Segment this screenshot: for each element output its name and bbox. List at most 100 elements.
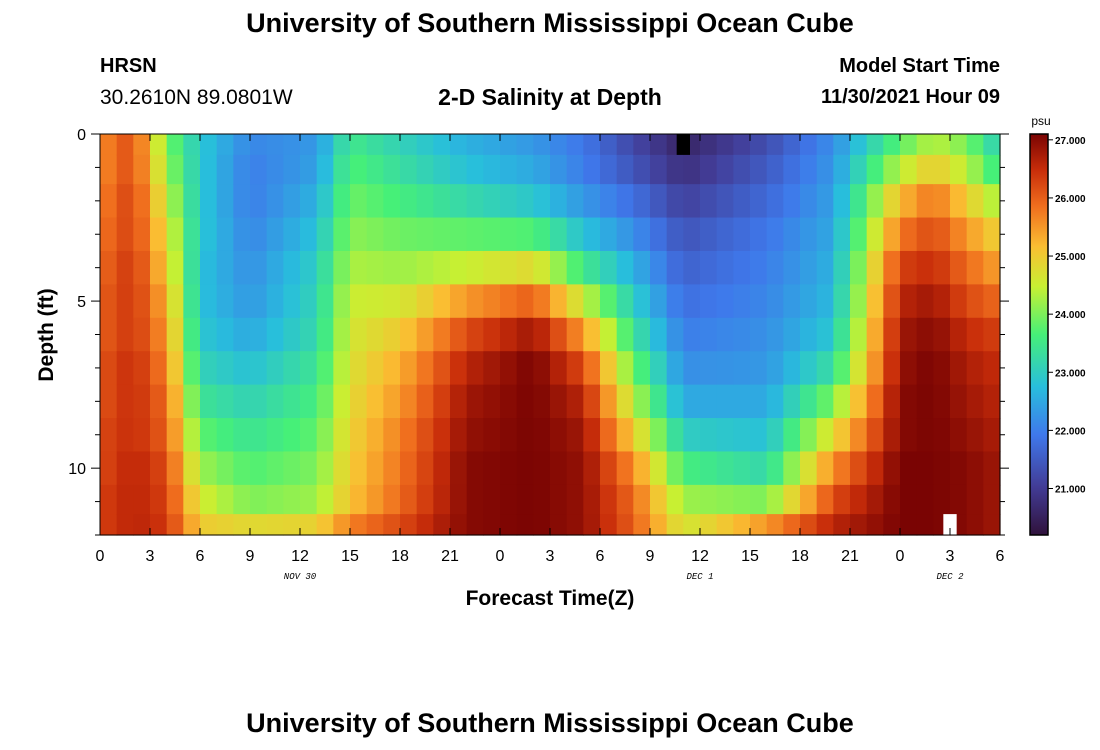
x-tick-label: 3	[546, 548, 555, 565]
x-tick-label: 6	[596, 548, 605, 565]
heatmap-missing-cell	[676, 134, 690, 155]
heatmap-cell	[750, 384, 768, 419]
heatmap-cell	[600, 217, 618, 252]
heatmap-cell	[466, 418, 484, 453]
heatmap-cell	[916, 184, 934, 219]
x-tick-label: 21	[841, 548, 859, 565]
heatmap-cell	[966, 514, 984, 536]
heatmap-cell	[500, 250, 518, 285]
heatmap-cell	[500, 217, 518, 252]
heatmap-cell	[316, 351, 334, 386]
heatmap-cell	[833, 384, 851, 419]
heatmap-cell	[250, 217, 268, 252]
heatmap-cell	[583, 317, 601, 352]
heatmap-cell	[816, 317, 834, 352]
heatmap-cell	[866, 384, 884, 419]
heatmap-cell	[483, 514, 501, 536]
heatmap-cell	[916, 451, 934, 486]
heatmap-cell	[400, 250, 418, 285]
heatmap-cell	[316, 317, 334, 352]
station-coordinates: 30.2610N 89.0801W	[100, 86, 293, 109]
heatmap-cell	[250, 418, 268, 453]
heatmap-cell	[900, 134, 918, 156]
colorbar-ticks: 21.000 22.000 23.000 24.000 25.000 26.000 27.0…	[1048, 136, 1086, 496]
heatmap-cell	[800, 484, 818, 515]
heatmap-cell	[150, 250, 168, 285]
heatmap-cell	[333, 514, 351, 536]
heatmap-cell	[566, 134, 584, 156]
heatmap-cell	[416, 134, 434, 156]
heatmap-cell	[633, 384, 651, 419]
heatmap-cell	[250, 284, 268, 319]
heatmap-cell	[516, 514, 534, 536]
heatmap-cell	[666, 317, 684, 352]
heatmap-cell	[416, 514, 434, 536]
heatmap-cell	[866, 451, 884, 486]
heatmap-cell	[150, 514, 168, 536]
heatmap-cell	[350, 451, 368, 486]
heatmap-cell	[283, 351, 301, 386]
heatmap-cell	[166, 451, 184, 486]
heatmap-cell	[166, 134, 184, 156]
heatmap-cell	[116, 154, 134, 185]
heatmap-cell	[800, 154, 818, 185]
heatmap-cell	[583, 351, 601, 386]
heatmap-cell	[783, 217, 801, 252]
heatmap-cell	[250, 184, 268, 219]
heatmap-cell	[483, 134, 501, 156]
heatmap-cell	[300, 154, 318, 185]
heatmap-cell	[366, 184, 384, 219]
x-tick-label: 15	[341, 548, 359, 565]
heatmap-cell	[716, 514, 734, 536]
heatmap-cell	[266, 217, 284, 252]
heatmap-cell	[983, 514, 1001, 536]
heatmap-cell	[600, 317, 618, 352]
heatmap-cell	[766, 451, 784, 486]
heatmap-cell	[816, 184, 834, 219]
heatmap-cell	[983, 134, 1001, 156]
heatmap-cell	[633, 250, 651, 285]
heatmap-cell	[583, 514, 601, 536]
heatmap-cell	[800, 134, 818, 156]
heatmap-cell	[383, 514, 401, 536]
heatmap-cell	[966, 384, 984, 419]
heatmap-cell	[216, 134, 234, 156]
heatmap-cell	[600, 284, 618, 319]
colorbar-tick-label: 22.000	[1055, 426, 1086, 437]
heatmap-cell	[166, 484, 184, 515]
heatmap-cell	[966, 351, 984, 386]
heatmap-cell	[633, 351, 651, 386]
heatmap-cell	[416, 154, 434, 185]
heatmap-cell	[800, 284, 818, 319]
heatmap-cell	[516, 451, 534, 486]
heatmap-cell	[433, 217, 451, 252]
heatmap-cell	[683, 154, 701, 185]
heatmap-cell	[700, 514, 718, 536]
heatmap-cell	[400, 154, 418, 185]
heatmap-cell	[566, 184, 584, 219]
x-tick-label: 9	[646, 548, 655, 565]
heatmap-cell	[550, 317, 568, 352]
heatmap-cell	[433, 418, 451, 453]
heatmap-cell	[166, 284, 184, 319]
heatmap-cell	[500, 451, 518, 486]
heatmap-cell	[900, 418, 918, 453]
heatmap-cell	[816, 451, 834, 486]
heatmap-cell	[716, 451, 734, 486]
heatmap-cell	[466, 134, 484, 156]
heatmap-cell	[400, 351, 418, 386]
heatmap-cell	[783, 184, 801, 219]
x-axis-label: Forecast Time(Z)	[466, 587, 635, 610]
heatmap-cell	[566, 284, 584, 319]
heatmap-cell	[616, 484, 634, 515]
heatmap-cell	[866, 284, 884, 319]
heatmap-cell	[283, 184, 301, 219]
heatmap-cell	[433, 284, 451, 319]
heatmap-cell	[733, 317, 751, 352]
heatmap-cell	[250, 134, 268, 156]
heatmap-cell	[316, 384, 334, 419]
heatmap-cell	[633, 317, 651, 352]
heatmap-cell	[433, 514, 451, 536]
heatmap-cell	[183, 154, 201, 185]
heatmap-cell	[250, 451, 268, 486]
